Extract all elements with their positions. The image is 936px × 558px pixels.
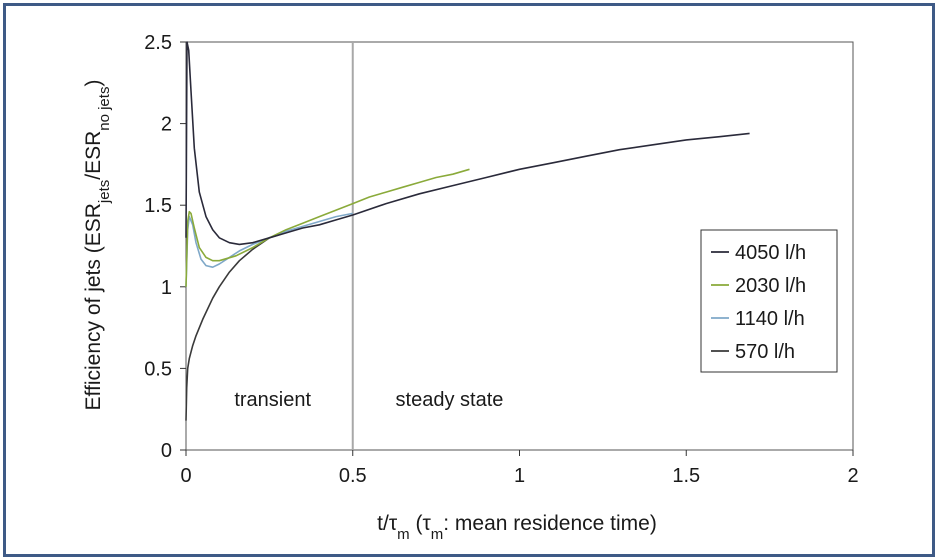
y-tick-label: 1.5 — [144, 195, 172, 217]
legend-label-570-l-h: 570 l/h — [735, 341, 795, 363]
x-tick-label: 1.5 — [672, 465, 700, 487]
x-axis-title: t/τm (τm: mean residence time) — [377, 512, 657, 543]
y-tick-label: 2.5 — [144, 32, 172, 54]
legend: 4050 l/h 2030 l/h 1140 l/h 570 l/h — [700, 229, 838, 373]
annotations: transient steady state — [234, 389, 503, 411]
y-tick-label: 0 — [161, 440, 172, 462]
y-axis-ticks: 0 0.5 1 1.5 2 2.5 — [144, 32, 186, 462]
y-tick-label: 2 — [161, 114, 172, 136]
legend-label-4050-l-h: 4050 l/h — [735, 242, 806, 264]
x-tick-label: 1 — [514, 465, 525, 487]
series-line-570-l-h — [185, 233, 280, 421]
series-line-4050-l-h — [185, 41, 750, 246]
x-tick-label: 0 — [180, 465, 191, 487]
series-line-2030-l-h — [185, 168, 470, 287]
y-tick-label: 1 — [161, 277, 172, 299]
y-axis-title: Efficiency of jets (ESRjets/ESRno jets) — [82, 80, 113, 411]
x-tick-label: 0.5 — [339, 465, 367, 487]
legend-box — [700, 229, 838, 373]
x-tick-label: 2 — [847, 465, 858, 487]
legend-label-2030-l-h: 2030 l/h — [735, 275, 806, 297]
series-layer — [185, 41, 750, 421]
y-tick-label: 0.5 — [144, 358, 172, 380]
series-line-1140-l-h — [185, 212, 353, 287]
x-axis-ticks: 0 0.5 1 1.5 2 — [180, 450, 859, 487]
annotation-steady-state: steady state — [396, 389, 504, 411]
legend-label-1140-l-h: 1140 l/h — [735, 308, 805, 330]
annotation-transient: transient — [234, 389, 311, 411]
